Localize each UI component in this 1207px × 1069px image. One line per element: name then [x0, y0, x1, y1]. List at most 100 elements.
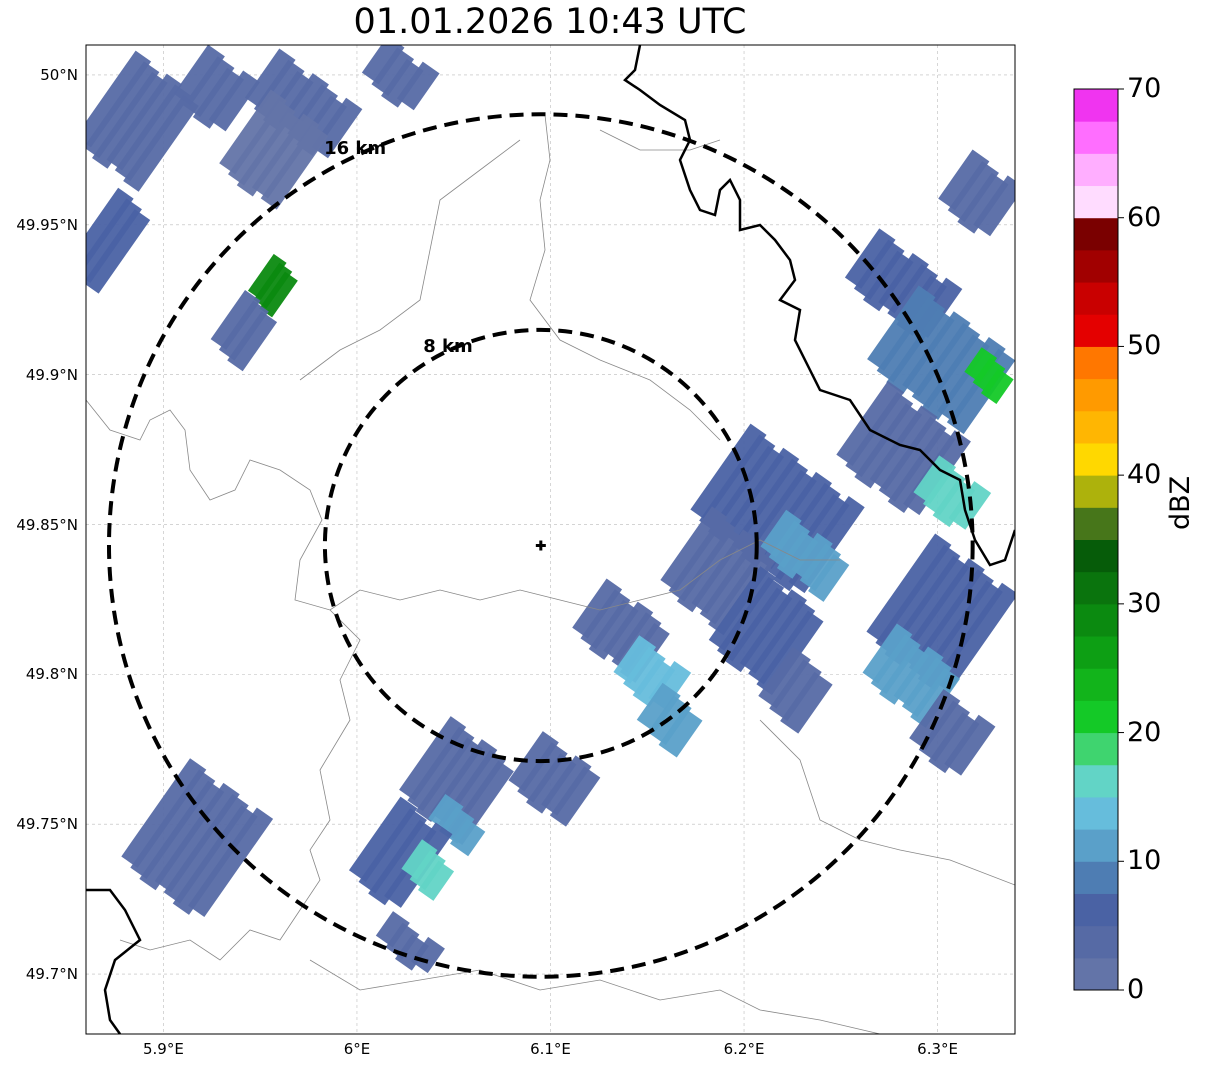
reflectivity-bin: [690, 423, 767, 521]
reflectivity-bin: [508, 731, 559, 792]
reflectivity-cell: [401, 839, 455, 901]
y-tick-label: 49.85°N: [16, 515, 78, 534]
radar-site-marker: [535, 540, 546, 551]
reflectivity-bin: [381, 59, 424, 108]
reflectivity-bin: [114, 84, 191, 182]
reflectivity-bin: [541, 755, 592, 816]
reflectivity-bin: [636, 682, 681, 733]
colorbar-frame: [1073, 88, 1119, 991]
reflectivity-cell: [210, 289, 278, 372]
y-tick-label: 49.7°N: [25, 965, 78, 984]
plot-frame: [85, 44, 1016, 1035]
colorbar-segment: [1074, 957, 1118, 991]
reflectivity-bin: [86, 198, 142, 283]
national-border: [623, 45, 1015, 567]
reflectivity-cell: [758, 646, 833, 734]
reflectivity-bin: [572, 578, 623, 639]
reflectivity-bin: [371, 47, 415, 97]
colorbar-segment: [1074, 249, 1118, 283]
reflectivity-bin: [869, 405, 938, 491]
reflectivity-bin: [121, 758, 207, 868]
reflectivity-cell: [760, 509, 850, 602]
reflectivity-bin: [699, 434, 776, 532]
reflectivity-bin: [668, 517, 736, 602]
reflectivity-bin: [395, 934, 430, 971]
region-boundary: [86, 399, 840, 611]
colorbar-tick-label: 50: [1127, 330, 1162, 362]
reflectivity-bin: [944, 714, 996, 776]
reflectivity-bin: [348, 796, 418, 883]
reflectivity-bin: [415, 737, 483, 822]
reflectivity-bin: [947, 161, 999, 223]
reflectivity-bin: [862, 623, 913, 684]
reflectivity-bin: [973, 175, 1015, 237]
reflectivity-cell: [862, 623, 961, 728]
colorbar-tick-label: 70: [1127, 73, 1162, 104]
reflectivity-bin: [957, 172, 1009, 234]
reflectivity-cell: [508, 731, 601, 827]
reflectivity-bin: [219, 89, 287, 175]
reflectivity-cell: [86, 187, 151, 294]
colorbar-segment: [1074, 796, 1118, 830]
reflectivity-bin: [870, 634, 921, 695]
x-tick-label: 6°E: [343, 1040, 371, 1058]
reflectivity-bin: [361, 45, 405, 85]
reflectivity-bin: [192, 67, 245, 129]
region-boundary: [309, 959, 881, 1034]
colorbar-segment: [1074, 507, 1118, 540]
reflectivity-bin: [123, 95, 199, 192]
colorbar-segment: [1074, 410, 1118, 444]
reflectivity-bin: [106, 73, 183, 171]
reflectivity-bin: [375, 911, 410, 948]
reflectivity-bin: [260, 124, 329, 210]
reflectivity-bin: [769, 659, 822, 722]
reflectivity-bin: [808, 554, 850, 602]
reflectivity-layer: [86, 45, 1015, 974]
reflectivity-bin: [731, 458, 809, 556]
reflectivity-bin: [173, 45, 225, 106]
y-tick-label: 49.95°N: [16, 215, 78, 234]
borders-layer: [86, 45, 1015, 1034]
region-boundary: [119, 609, 361, 961]
reflectivity-cell: [361, 45, 440, 111]
colorbar-segment: [1074, 732, 1118, 766]
reflectivity-bin: [866, 533, 952, 644]
reflectivity-cell: [247, 253, 298, 318]
range-rings: 8 km 16 km: [106, 112, 975, 979]
colorbar-segment: [1074, 668, 1118, 701]
colorbar-segment: [1074, 314, 1118, 347]
reflectivity-bin: [854, 403, 923, 489]
colorbar-segment: [1074, 153, 1118, 187]
colorbar-segment: [1074, 185, 1118, 219]
reflectivity-bin: [780, 671, 833, 734]
reflectivity-bin: [92, 72, 168, 169]
colorbar-segment: [1074, 282, 1118, 315]
gridlines: [86, 45, 1015, 1034]
reflectivity-bin: [748, 599, 816, 685]
y-tick-label: 49.9°N: [25, 365, 78, 384]
reflectivity-bin: [139, 780, 225, 891]
reflectivity-bin: [172, 805, 258, 915]
reflectivity-bin: [910, 667, 961, 728]
reflectivity-bin: [244, 48, 296, 110]
colorbar-title: dBZ: [1165, 475, 1196, 530]
reflectivity-bin: [707, 445, 785, 543]
reflectivity-bin: [691, 529, 759, 614]
reflectivity-bin: [923, 466, 966, 516]
reflectivity-bin: [247, 253, 287, 300]
reflectivity-bin: [251, 113, 320, 199]
reflectivity-cell: [938, 149, 1015, 237]
reflectivity-bin: [399, 716, 467, 801]
reflectivity-bin: [154, 782, 240, 893]
reflectivity-bin: [902, 311, 971, 397]
reflectivity-bin: [396, 61, 440, 111]
colorbar-tick-label: 20: [1127, 716, 1162, 748]
reflectivity-bin: [130, 769, 216, 880]
x-tick-label: 6.3°E: [917, 1040, 958, 1058]
colorbar-segment: [1074, 89, 1118, 122]
reflectivity-bin: [580, 589, 631, 650]
x-tick-label: 6.1°E: [530, 1040, 571, 1058]
reflectivity-bin: [740, 469, 817, 567]
reflectivity-bin: [549, 766, 601, 827]
